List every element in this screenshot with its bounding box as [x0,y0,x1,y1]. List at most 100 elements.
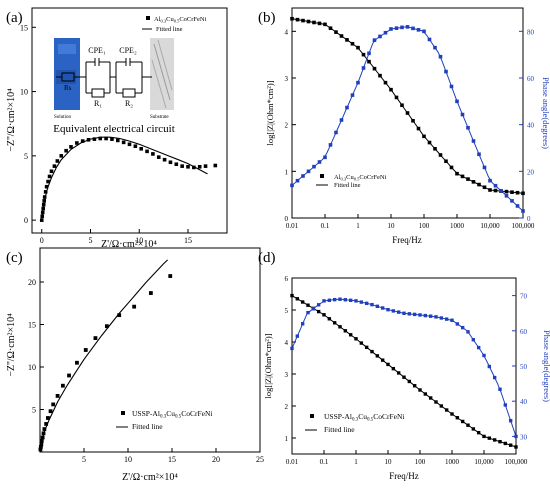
y-tick-label: 2 [285,122,289,130]
data-point [370,302,374,307]
data-point [98,136,103,141]
data-point [110,137,114,141]
data-point [411,118,415,123]
panel-b-ticks: 0.01 0.1 1 10 100 1000 10,000 100,0000123402040… [285,28,535,230]
data-point [493,188,498,193]
legend-series-label: Al0.3Cu0.5CoCrFeNi [154,16,207,24]
panel-b-xlabel: Freq/Hz [392,235,422,245]
data-point [359,300,364,304]
legend-marker [121,411,125,415]
legend-line-label: Fitted line [334,182,361,189]
data-point [476,430,481,435]
y-tick-label: 3 [285,75,289,83]
data-point [418,388,422,392]
data-point [69,145,73,149]
data-point [460,112,465,117]
x-tick-label: 0.1 [320,458,329,466]
y-tick-label: 15 [28,321,36,330]
data-point [295,297,300,301]
data-point [444,408,449,412]
data-point [439,404,444,408]
data-point [44,184,49,189]
data-point [488,178,492,183]
data-point [121,140,126,145]
y2-tick-label: 60 [520,328,528,336]
equivalent-circuit-inset: CPE₁ CPE₂ R₁ R₂ Rs Solution Substrate Eq… [53,38,175,135]
y-tick-label: 10 [20,88,28,97]
data-point [471,180,476,184]
y2-tick-label: 40 [520,398,528,406]
panel-b-legend: Al0.3Cu0.5CoCrFeNi Fitted line [316,174,387,189]
data-point [433,45,437,50]
panel-a-frame [31,7,228,234]
data-point [327,298,332,302]
r1-label: R₁ [94,99,102,108]
panel-b-frame [291,7,524,219]
panel-a-label: (a) [6,10,23,26]
y-tick-label: 5 [32,406,36,415]
panel-b-data [290,16,525,213]
data-point [332,321,337,325]
data-point [39,439,44,443]
data-point [407,312,412,316]
data-point [192,165,196,170]
panel-c-data [38,259,173,453]
data-point [416,126,421,131]
data-point [104,136,108,141]
data-point [386,307,390,312]
data-point [400,103,404,108]
data-point [174,162,179,167]
data-point [186,164,190,169]
data-point [364,301,369,306]
data-point [471,427,476,431]
data-point [290,346,294,351]
data-point [405,25,410,29]
data-point [156,155,161,159]
x-tick-label: 20 [212,455,220,464]
y-tick-label: 0 [285,215,289,223]
data-point [168,160,173,165]
y-tick-label: 4 [285,339,289,347]
data-point [504,189,509,194]
data-point [378,34,382,39]
x-tick-label: 1000 [445,458,460,466]
data-point [476,345,481,350]
y-tick-label: 6 [285,275,289,283]
data-point [412,312,417,317]
data-point [327,317,332,321]
data-point [300,322,305,326]
panel-d-label: (d) [258,250,276,266]
data-point [514,445,518,449]
data-point [510,199,514,203]
data-point [510,190,514,194]
data-point [354,337,358,341]
data-point [407,379,412,384]
y2-tick-label: 30 [520,433,528,441]
data-point [498,387,502,391]
data-point [450,318,454,322]
panel-d-ylabel: log[|Z|(Ohm*cm²)] [263,333,273,398]
data-point [139,146,143,151]
panel-a-legend: Al0.3Cu0.5CoCrFeNi Fitted line [142,16,207,33]
data-point [75,141,79,145]
x-tick-label: 1 [354,458,358,466]
data-point [51,402,56,407]
panel-c-xlabel: Z'/Ω·cm²×10⁴ [122,472,178,483]
y2-tick-label: 70 [520,293,528,301]
data-point [416,28,421,32]
data-point [148,291,153,295]
data-point [55,159,60,163]
legend-marker [146,16,150,20]
data-point [350,93,355,97]
data-point [514,434,518,439]
data-point [343,298,348,302]
x-tick-label: 100 [415,458,426,466]
series-line [291,18,524,194]
data-point [394,95,399,100]
data-point [361,52,366,57]
data-point [444,159,448,164]
data-point [345,38,349,42]
data-point [428,396,433,400]
data-point [356,45,360,50]
data-point [323,22,327,27]
